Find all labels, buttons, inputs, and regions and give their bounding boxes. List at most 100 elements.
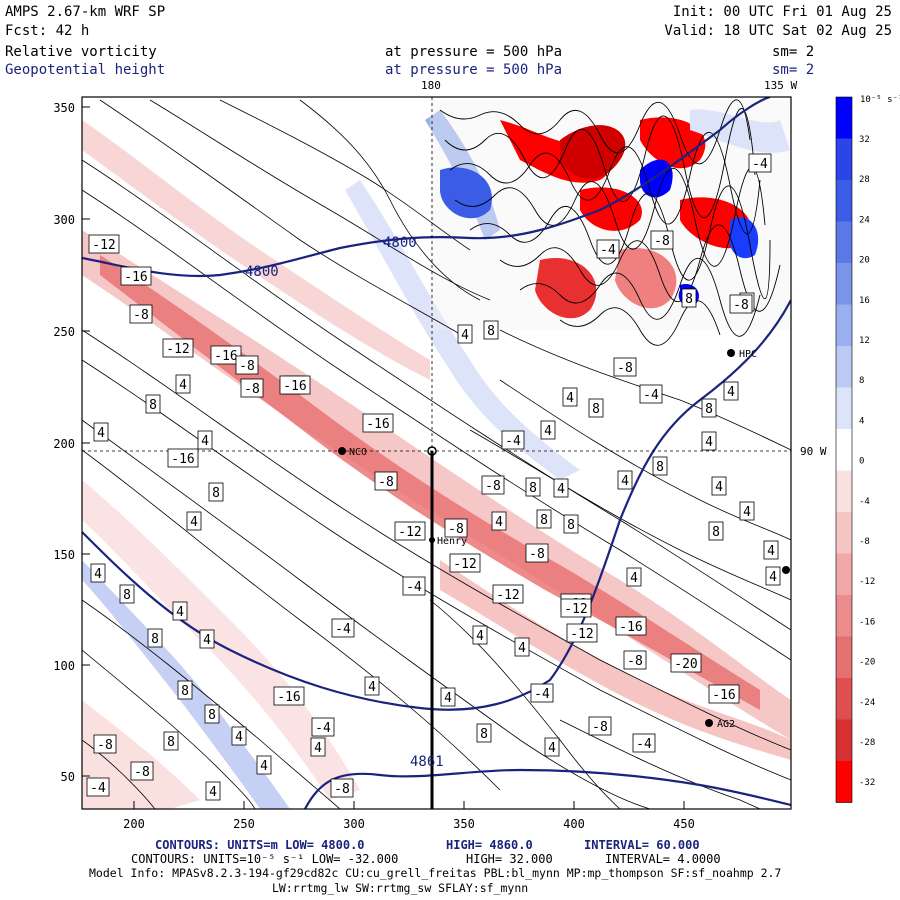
svg-text:-8: -8 (239, 359, 255, 374)
colorbar-swatch (836, 387, 852, 429)
lat-label-90w: 90 W (800, 445, 827, 458)
colorbar-swatch (836, 97, 852, 139)
station-edge-marker (782, 566, 790, 574)
svg-text:4: 4 (461, 328, 469, 343)
vorticity-value-label: 8 (204, 704, 220, 724)
svg-text:8: 8 (480, 727, 488, 742)
vorticity-value-label: 8 (483, 320, 499, 340)
vorticity-value-label: -4 (501, 430, 525, 450)
station-henry-label: Henry (437, 536, 467, 547)
vorticity-value-label: 4 (617, 470, 633, 490)
svg-text:4: 4 (566, 391, 574, 406)
colorbar-label: -8 (859, 537, 870, 547)
svg-text:-4: -4 (335, 622, 351, 637)
y-tick-label: 50 (61, 770, 75, 784)
vorticity-value-label: 4 (472, 625, 488, 645)
footer-vort-interval: INTERVAL= 4.0000 (605, 852, 721, 866)
svg-text:4: 4 (235, 730, 243, 745)
svg-text:4: 4 (176, 605, 184, 620)
vorticity-value-label: -12 (162, 338, 194, 358)
svg-text:8: 8 (149, 398, 157, 413)
vorticity-value-label: 4 (739, 501, 755, 521)
svg-text:-12: -12 (453, 557, 476, 572)
vorticity-value-label: 4 (514, 637, 530, 657)
colorbar-label: -24 (859, 698, 875, 708)
svg-text:-8: -8 (133, 308, 149, 323)
svg-text:8: 8 (151, 632, 159, 647)
svg-text:-16: -16 (619, 620, 642, 635)
vorticity-value-label: -8 (129, 304, 153, 324)
vorticity-value-label: -4 (331, 618, 355, 638)
svg-text:8: 8 (540, 513, 548, 528)
lon-label-135w: 135 W (764, 79, 798, 92)
vorticity-value-label: -12 (88, 234, 120, 254)
geopotential-contours (82, 97, 791, 809)
colorbar-label: 8 (859, 376, 864, 386)
svg-text:-8: -8 (378, 475, 394, 490)
x-tick-label: 450 (673, 817, 695, 831)
svg-text:-8: -8 (134, 765, 150, 780)
colorbar-label: 0 (859, 457, 864, 467)
svg-text:-8: -8 (485, 479, 501, 494)
colorbar-swatch (836, 761, 852, 803)
svg-text:4: 4 (705, 435, 713, 450)
svg-text:-4: -4 (90, 781, 106, 796)
colorbar-swatch (836, 221, 852, 263)
cross-section-endpoint (427, 446, 437, 456)
vorticity-value-label: 4 (544, 737, 560, 757)
svg-text:-12: -12 (570, 627, 593, 642)
vorticity-value-label: -4 (748, 153, 772, 173)
svg-text:8: 8 (208, 708, 216, 723)
svg-text:-8: -8 (733, 298, 749, 313)
footer-height-high: HIGH= 4860.0 (446, 838, 533, 852)
svg-text:-4: -4 (534, 687, 550, 702)
vorticity-value-label: 4 (763, 540, 779, 560)
vorticity-value-label: 8 (588, 398, 604, 418)
colorbar-swatch (836, 636, 852, 678)
axes: 200 250 300 350 400 450 350 300 250 200 150 100 50 (53, 101, 695, 831)
vorticity-value-label: -16 (279, 375, 311, 395)
colorbar-unit: 10⁻⁵ s⁻¹ (860, 95, 900, 105)
svg-text:8: 8 (712, 525, 720, 540)
vorticity-value-label: -8 (650, 230, 674, 250)
vorticity-value-label: -16 (708, 684, 740, 704)
svg-text:-8: -8 (617, 361, 633, 376)
colorbar-swatch (836, 429, 852, 471)
svg-text:-8: -8 (448, 522, 464, 537)
x-tick-label: 250 (233, 817, 255, 831)
vorticity-value-label: 4 (172, 601, 188, 621)
vorticity-value-label: 4 (626, 567, 642, 587)
vorticity-value-label: 8 (476, 723, 492, 743)
footer-vort-high: HIGH= 32.000 (466, 852, 553, 866)
station-ag2-marker (705, 719, 713, 727)
vorticity-value-label: 8 (145, 394, 161, 414)
svg-text:4: 4 (444, 691, 452, 706)
vorticity-value-label: 4 (231, 726, 247, 746)
field1-smoothing: sm= 2 (772, 44, 815, 60)
x-tick-label: 350 (453, 817, 475, 831)
vorticity-value-label: -12 (560, 598, 592, 618)
svg-text:8: 8 (123, 588, 131, 603)
vorticity-value-label: -16 (210, 345, 242, 365)
vorticity-value-label: -12 (566, 623, 598, 643)
svg-text:4: 4 (557, 482, 565, 497)
vorticity-value-label: -16 (615, 616, 647, 636)
height-label-2: 4800 (383, 235, 417, 251)
footer-vort-contours: CONTOURS: UNITS=10⁻⁵ s⁻¹ LOW= -32.000 (131, 852, 399, 866)
vorticity-value-label: -8 (130, 761, 154, 781)
vorticity-value-label: 8 (536, 509, 552, 529)
svg-text:8: 8 (592, 402, 600, 417)
svg-text:-4: -4 (636, 737, 652, 752)
y-tick-label: 250 (53, 325, 75, 339)
station-hpc-marker (727, 349, 735, 357)
colorbar-label: 24 (859, 215, 870, 225)
colorbar-label: -28 (859, 738, 875, 748)
svg-text:-16: -16 (171, 452, 194, 467)
colorbar-label: 20 (859, 256, 870, 266)
vorticity-value-label: 4 (723, 381, 739, 401)
svg-text:-8: -8 (529, 547, 545, 562)
valid-time: Valid: 18 UTC Sat 02 Aug 25 (664, 23, 892, 39)
vorticity-value-label: 8 (525, 477, 541, 497)
svg-text:4: 4 (203, 633, 211, 648)
